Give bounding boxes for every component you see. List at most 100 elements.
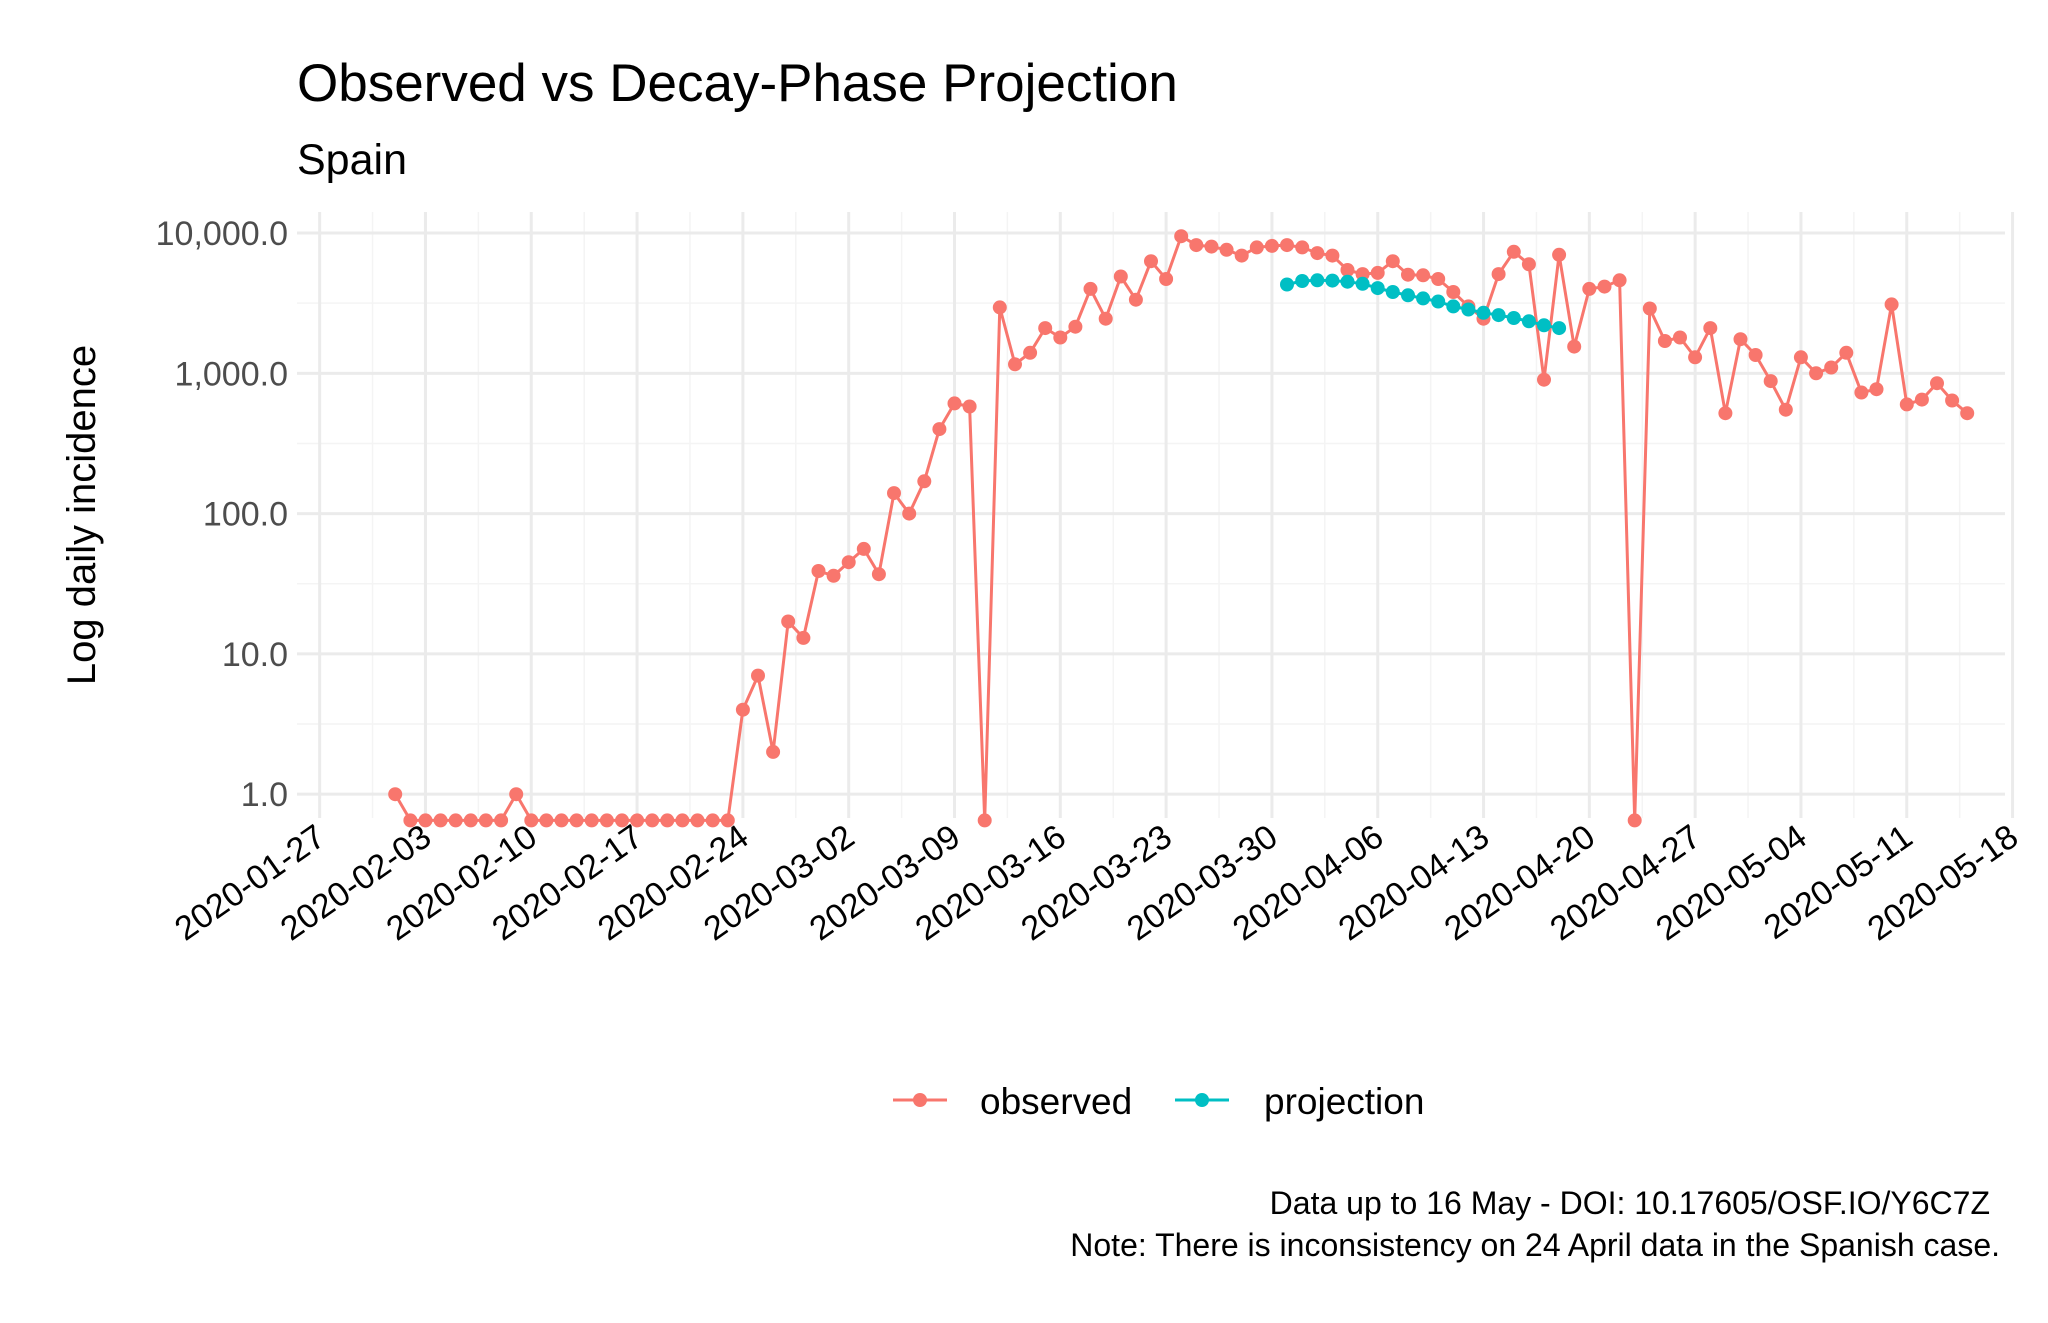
point-observed	[1884, 297, 1899, 312]
point-observed	[1824, 360, 1839, 375]
point-observed	[1809, 366, 1824, 381]
grid-major	[297, 212, 2015, 818]
point-observed	[1899, 397, 1914, 412]
point-observed	[1008, 357, 1022, 372]
point-observed	[1340, 263, 1355, 277]
point-observed	[977, 813, 992, 828]
point-observed	[705, 813, 720, 828]
point-observed	[1280, 238, 1294, 253]
point-observed	[1627, 813, 1642, 828]
point-observed	[1567, 339, 1582, 354]
point-observed	[1113, 269, 1128, 284]
point-observed	[947, 396, 962, 411]
legend-key-observed-point	[913, 1093, 927, 1107]
point-observed	[1642, 301, 1657, 316]
point-observed	[1128, 292, 1143, 307]
point-projection	[1401, 288, 1415, 303]
y-tick-label: 10,000.0	[156, 215, 288, 253]
caption-line-2: Note: There is inconsistency on 24 April…	[1070, 1227, 2000, 1263]
point-observed	[902, 506, 917, 521]
x-tick-labels: 2020-01-272020-02-032020-02-102020-02-17…	[168, 817, 2025, 948]
point-projection	[1552, 321, 1567, 336]
point-observed	[1537, 372, 1551, 387]
point-observed	[524, 813, 539, 828]
point-observed	[463, 813, 478, 828]
point-projection	[1310, 273, 1325, 288]
point-observed	[1068, 319, 1083, 334]
point-observed	[1582, 281, 1597, 296]
point-observed	[1219, 242, 1234, 257]
point-observed	[992, 300, 1007, 315]
point-observed	[841, 555, 856, 570]
point-observed	[1416, 268, 1431, 283]
point-observed	[781, 614, 796, 629]
series-layer	[388, 229, 1975, 828]
point-observed	[720, 813, 735, 828]
point-observed	[569, 813, 584, 828]
point-observed	[554, 813, 569, 828]
point-observed	[796, 630, 811, 645]
point-observed	[1431, 272, 1446, 286]
point-observed	[1325, 248, 1340, 263]
point-observed	[1854, 385, 1869, 400]
point-observed	[1869, 382, 1884, 397]
chart-subtitle: Spain	[297, 136, 407, 184]
point-projection	[1476, 305, 1491, 320]
point-projection	[1446, 299, 1461, 314]
point-observed	[584, 813, 599, 828]
point-observed	[1370, 265, 1385, 280]
point-observed	[1295, 240, 1310, 255]
point-observed	[1945, 393, 1960, 408]
chart-title: Observed vs Decay-Phase Projection	[297, 54, 1178, 113]
point-projection	[1491, 308, 1506, 323]
point-observed	[1960, 406, 1975, 421]
point-projection	[1355, 276, 1370, 291]
point-observed	[1793, 350, 1808, 365]
legend-key-projection-point	[1195, 1093, 1209, 1107]
point-observed	[448, 813, 463, 828]
point-observed	[1144, 254, 1158, 269]
y-tick-label: 10.0	[222, 636, 288, 674]
point-observed	[1930, 376, 1944, 391]
point-observed	[1098, 311, 1113, 326]
point-observed	[433, 813, 448, 828]
point-observed	[1249, 240, 1264, 255]
point-observed	[509, 787, 524, 802]
point-observed	[690, 813, 705, 828]
point-observed	[1914, 392, 1929, 407]
point-projection	[1537, 318, 1551, 333]
point-observed	[1718, 406, 1733, 421]
point-observed	[1552, 247, 1567, 262]
point-projection	[1506, 311, 1521, 325]
point-observed	[751, 668, 765, 683]
series-line-observed	[393, 234, 1969, 822]
point-observed	[811, 564, 826, 578]
point-observed	[1778, 402, 1793, 417]
point-observed	[660, 813, 675, 828]
point-observed	[887, 486, 901, 501]
point-observed	[1506, 244, 1521, 259]
point-observed	[1733, 332, 1748, 347]
point-observed	[766, 744, 781, 759]
y-axis-label: Log daily incidence	[60, 345, 104, 685]
point-observed	[675, 813, 690, 828]
point-observed	[615, 813, 629, 828]
point-projection	[1370, 281, 1385, 296]
point-observed	[826, 568, 841, 583]
point-observed	[932, 422, 947, 437]
point-observed	[494, 813, 509, 828]
point-observed	[1401, 267, 1415, 282]
point-observed	[1204, 239, 1219, 254]
point-projection	[1295, 274, 1310, 288]
point-observed	[1703, 321, 1718, 336]
point-observed	[1083, 281, 1098, 296]
point-observed	[1355, 267, 1370, 282]
y-tick-label: 1,000.0	[175, 355, 288, 393]
point-projection	[1431, 294, 1446, 309]
point-observed	[1688, 350, 1703, 365]
y-tick-label: 1.0	[241, 776, 288, 814]
point-observed	[1839, 345, 1854, 360]
point-observed	[539, 813, 554, 828]
point-observed	[735, 702, 750, 717]
